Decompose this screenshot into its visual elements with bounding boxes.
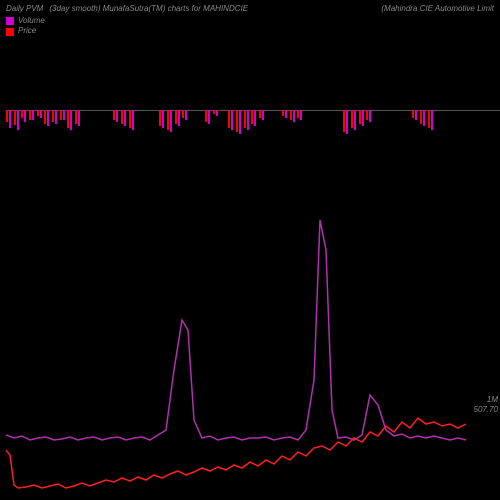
- price-bar: [205, 110, 207, 122]
- price-bar: [14, 110, 16, 125]
- volume-bar: [239, 110, 241, 134]
- chart-area: [6, 40, 470, 490]
- price-bar: [366, 110, 368, 120]
- volume-bar: [346, 110, 348, 134]
- volume-bar: [354, 110, 356, 130]
- volume-bar: [17, 110, 19, 130]
- chart-header: Daily PVM (3day smooth) MunafaSutra(TM) …: [0, 0, 500, 17]
- price-bar: [52, 110, 54, 122]
- volume-bar: [124, 110, 126, 126]
- volume-bar: [78, 110, 80, 126]
- volume-bar: [9, 110, 11, 128]
- volume-bar: [116, 110, 118, 122]
- volume-bar: [132, 110, 134, 130]
- price-bar: [213, 110, 215, 114]
- volume-bar: [55, 110, 57, 124]
- price-bar: [29, 110, 31, 120]
- legend-price: Price: [6, 26, 45, 36]
- line-chart: [6, 190, 470, 490]
- volume-bar: [32, 110, 34, 120]
- price-bar: [44, 110, 46, 124]
- volume-bar: [185, 110, 187, 120]
- price-bar: [282, 110, 284, 116]
- price-swatch: [6, 28, 14, 36]
- pvm-bar-chart: [6, 40, 470, 180]
- volume-bar: [63, 110, 65, 120]
- price-axis-label: 507.70: [474, 405, 498, 414]
- volume-bar: [415, 110, 417, 120]
- price-bar: [359, 110, 361, 124]
- volume-swatch: [6, 17, 14, 25]
- volume-bar: [293, 110, 295, 122]
- volume-bar: [431, 110, 433, 130]
- price-bar: [236, 110, 238, 132]
- header-right: (Mahindra CIE Automotive Limit: [381, 4, 494, 13]
- legend-volume-label: Volume: [18, 16, 45, 26]
- volume-bar: [262, 110, 264, 120]
- volume-bar: [285, 110, 287, 118]
- volume-bar: [170, 110, 172, 132]
- price-bar: [60, 110, 62, 120]
- volume-bar: [216, 110, 218, 116]
- volume-bar: [247, 110, 249, 130]
- volume-bar: [369, 110, 371, 122]
- price-bar: [351, 110, 353, 128]
- price-bar: [412, 110, 414, 118]
- header-mid: (3day smooth) MunafaSutra(TM) charts for…: [49, 4, 248, 13]
- legend: Volume Price: [6, 16, 45, 37]
- price-bar: [75, 110, 77, 124]
- volume-bar: [208, 110, 210, 124]
- volume-bar: [24, 110, 26, 122]
- price-bar: [420, 110, 422, 124]
- volume-axis-label: 1M: [487, 395, 498, 404]
- volume-bar: [423, 110, 425, 126]
- line-chart-svg: [6, 190, 470, 490]
- volume-bar: [40, 110, 42, 118]
- price-bar: [343, 110, 345, 132]
- volume-bar: [254, 110, 256, 126]
- price-bar: [251, 110, 253, 124]
- volume-bar: [178, 110, 180, 126]
- price-line: [6, 418, 466, 488]
- price-bar: [67, 110, 69, 128]
- legend-volume: Volume: [6, 16, 45, 26]
- price-bar: [113, 110, 115, 120]
- price-bar: [129, 110, 131, 128]
- volume-bar: [362, 110, 364, 126]
- volume-bar: [300, 110, 302, 120]
- price-bar: [37, 110, 39, 116]
- price-bar: [228, 110, 230, 128]
- price-bar: [290, 110, 292, 120]
- price-bar: [6, 110, 8, 122]
- legend-price-label: Price: [18, 26, 36, 36]
- price-bar: [297, 110, 299, 118]
- price-bar: [182, 110, 184, 118]
- volume-bar: [231, 110, 233, 130]
- volume-line: [6, 220, 466, 440]
- header-left: Daily PVM: [6, 4, 43, 13]
- price-bar: [159, 110, 161, 126]
- volume-bar: [47, 110, 49, 126]
- price-bar: [121, 110, 123, 124]
- price-bar: [21, 110, 23, 118]
- price-bar: [167, 110, 169, 130]
- volume-bar: [162, 110, 164, 128]
- price-bar: [244, 110, 246, 128]
- price-bar: [175, 110, 177, 124]
- volume-bar: [70, 110, 72, 130]
- price-bar: [259, 110, 261, 118]
- price-bar: [428, 110, 430, 128]
